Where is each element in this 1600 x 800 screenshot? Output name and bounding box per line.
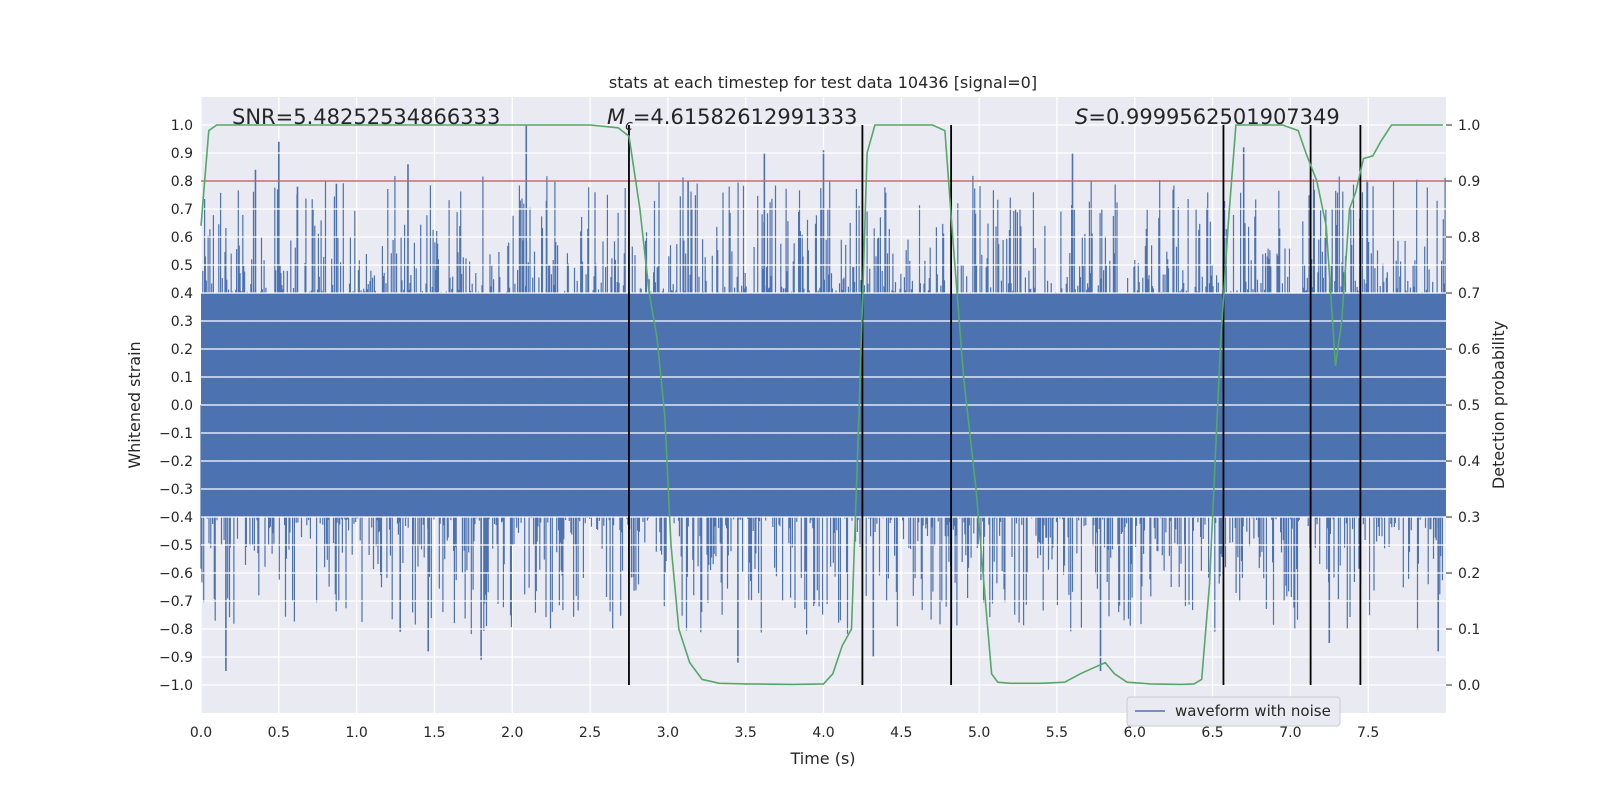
x-tick-label: 1.5 <box>423 725 445 741</box>
y-tick-label-left: −0.8 <box>159 622 193 638</box>
x-tick-label: 3.5 <box>735 725 757 741</box>
chart-title: stats at each timestep for test data 104… <box>609 73 1037 92</box>
x-tick-label: 6.5 <box>1201 725 1223 741</box>
x-tick-label: 1.0 <box>345 725 367 741</box>
x-tick-label: 2.0 <box>501 725 523 741</box>
y-tick-label-left: −0.3 <box>159 482 193 498</box>
y-tick-label-right: 0.9 <box>1458 174 1480 190</box>
s-symbol: S <box>1075 105 1088 129</box>
x-tick-label: 5.5 <box>1046 725 1068 741</box>
s-value: =0.9999562501907349 <box>1088 105 1339 129</box>
y-tick-label-right: 0.3 <box>1458 510 1480 526</box>
x-tick-labels: 0.0 0.5 1.0 1.5 2.0 2.5 3.0 3.5 4.0 4.5 5.0 5.5 6.0 6… <box>190 725 1379 741</box>
x-axis-label: Time (s) <box>789 749 855 768</box>
y-tick-label-left: 0.8 <box>171 174 193 190</box>
y-tick-label-right: 0.6 <box>1458 342 1480 358</box>
y-tick-label-left: 0.1 <box>171 370 193 386</box>
y-tick-label-left: −0.9 <box>159 650 193 666</box>
y-tick-label-left: 0.5 <box>171 258 193 274</box>
y-tick-label-left: −0.5 <box>159 538 193 554</box>
y-tick-label-right: 0.7 <box>1458 286 1480 302</box>
y-tick-label-right: 0.2 <box>1458 566 1480 582</box>
x-tick-label: 3.0 <box>657 725 679 741</box>
x-tick-label: 4.5 <box>890 725 912 741</box>
x-tick-label: 5.0 <box>968 725 990 741</box>
chirp-mass-symbol: M <box>607 105 625 129</box>
y-tick-label-left: 1.0 <box>171 118 193 134</box>
y-tick-label-left: 0.9 <box>171 146 193 162</box>
chirp-mass-value: =4.61582612991333 <box>633 105 858 129</box>
y-tick-label-right: 0.4 <box>1458 454 1480 470</box>
y-tick-label-left: 0.2 <box>171 342 193 358</box>
x-tick-label: 2.5 <box>579 725 601 741</box>
horizontal-gridlines <box>201 124 1446 686</box>
detection-probability-line <box>200 124 1443 686</box>
y-tick-label-right: 1.0 <box>1458 118 1480 134</box>
y-tick-label-left: 0.0 <box>171 398 193 414</box>
y-tick-label-left: −0.6 <box>159 566 193 582</box>
y-tick-label-right: 0.5 <box>1458 398 1480 414</box>
x-tick-label: 7.0 <box>1279 725 1301 741</box>
x-tick-label: 6.0 <box>1124 725 1146 741</box>
y-tick-label-left: −1.0 <box>159 678 193 694</box>
y-axis-label-right: Detection probability <box>1489 321 1508 489</box>
x-tick-label: 0.5 <box>268 725 290 741</box>
right-y-tick-labels: 1.0 0.9 0.8 0.7 0.6 0.5 0.4 0.3 0.2 0.1 0.0 <box>1446 118 1480 694</box>
y-tick-label-left: −0.4 <box>159 510 193 526</box>
snr-annotation: SNR=5.48252534866333 <box>232 105 500 129</box>
y-tick-label-right: 0.0 <box>1458 678 1480 694</box>
x-tick-label: 7.5 <box>1357 725 1379 741</box>
y-tick-label-left: 0.7 <box>171 202 193 218</box>
legend-label: waveform with noise <box>1175 702 1331 720</box>
x-tick-label: 4.0 <box>812 725 834 741</box>
y-tick-label-left: −0.7 <box>159 594 193 610</box>
y-tick-label-left: 0.6 <box>171 230 193 246</box>
chirp-mass-subscript: c <box>625 118 633 134</box>
s-annotation: S=0.9999562501907349 <box>1075 105 1340 129</box>
x-tick-label: 0.0 <box>190 725 212 741</box>
y-axis-label-left: Whitened strain <box>125 341 144 468</box>
legend-box <box>1126 696 1341 727</box>
y-tick-label-left: −0.2 <box>159 454 193 470</box>
y-tick-label-right: 0.8 <box>1458 230 1480 246</box>
y-tick-label-left: 0.4 <box>171 286 193 302</box>
y-tick-label-left: −0.1 <box>159 426 193 442</box>
left-y-tick-labels: 1.0 0.9 0.8 0.7 0.6 0.5 0.4 0.3 0.2 0.1 0.0 −0.1 −0.… <box>159 118 193 694</box>
chirp-mass-annotation: Mc=4.61582612991333 <box>607 105 858 134</box>
y-tick-label-right: 0.1 <box>1458 622 1480 638</box>
y-tick-label-left: 0.3 <box>171 314 193 330</box>
legend: waveform with noise <box>1126 696 1341 727</box>
